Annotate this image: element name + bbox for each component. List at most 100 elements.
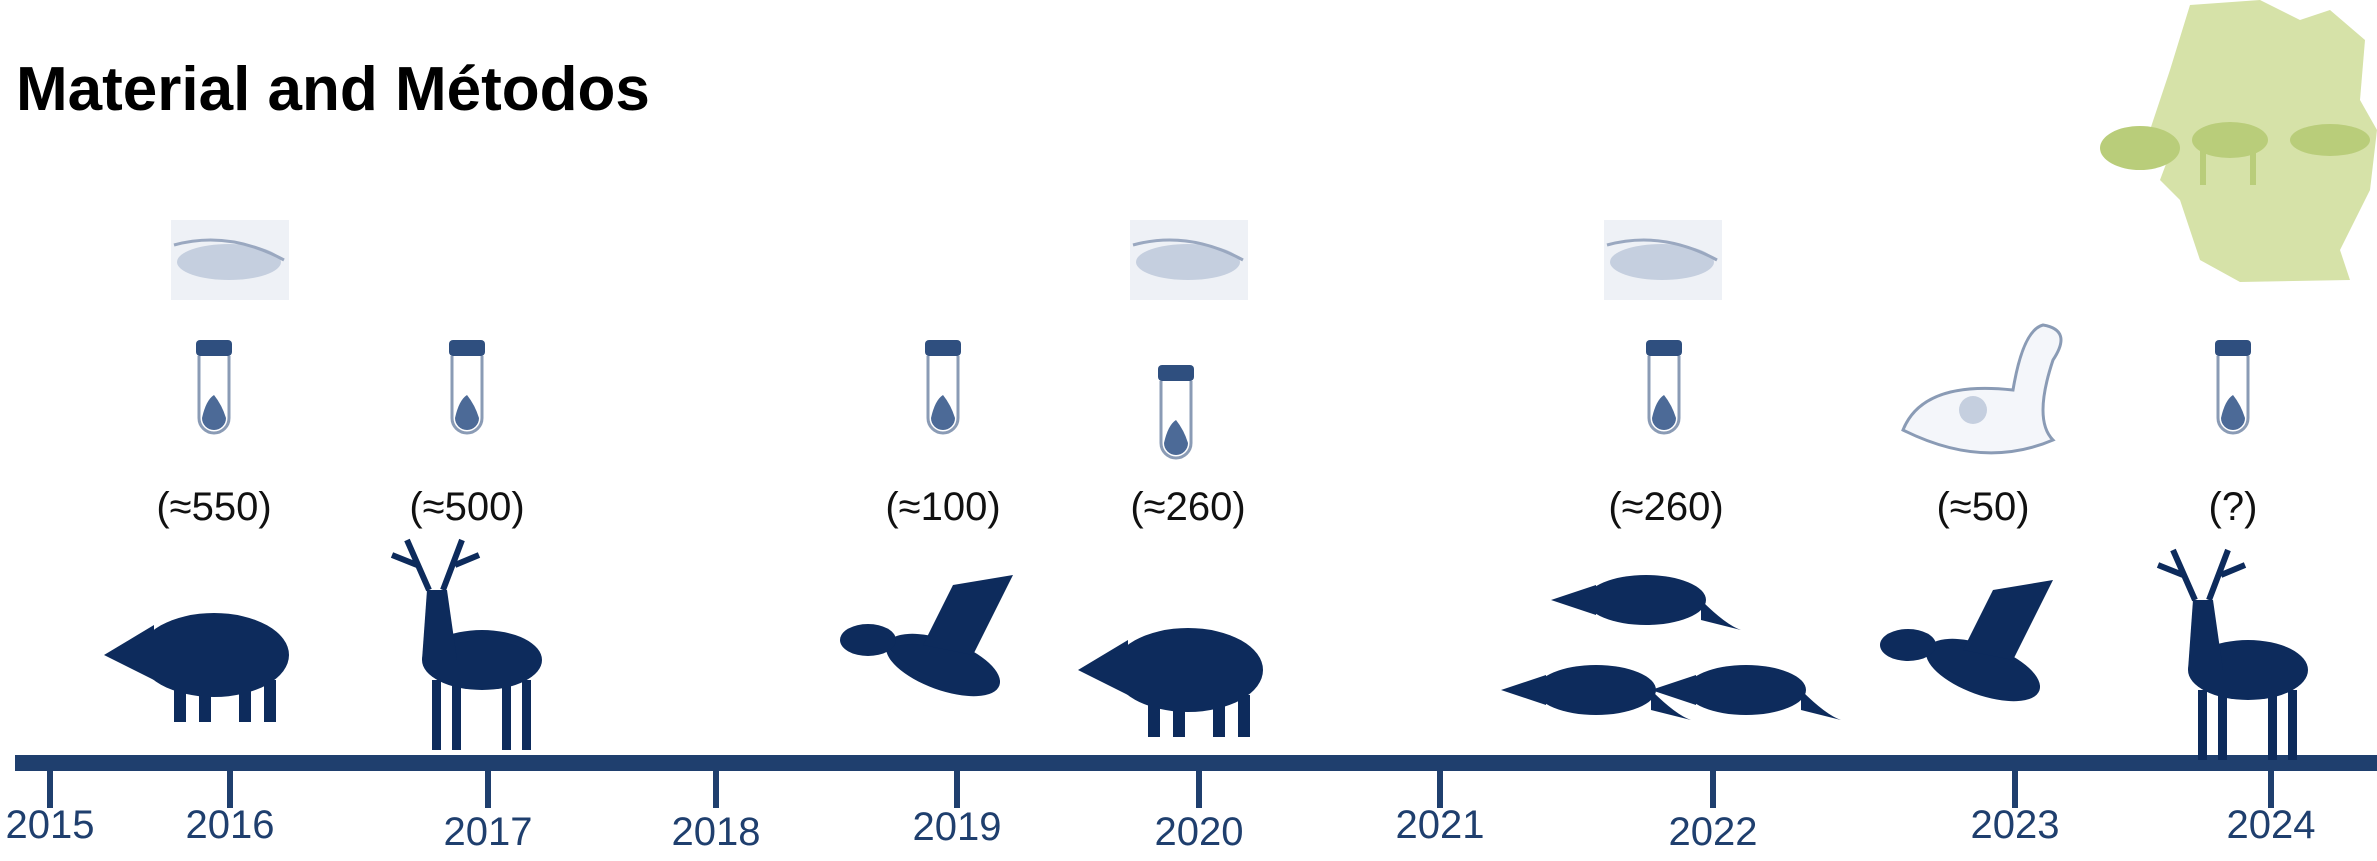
sample-count: (≈260) xyxy=(1130,485,1245,529)
tube-cap xyxy=(2215,340,2251,356)
sample-tube xyxy=(925,340,961,435)
sample-tube xyxy=(2215,340,2251,435)
tube-cap xyxy=(449,340,485,356)
deer-neck xyxy=(2188,600,2223,670)
year-tick xyxy=(1710,763,1716,808)
tube-cap xyxy=(1158,365,1194,381)
deer-leg xyxy=(452,680,461,750)
raccoon-icon xyxy=(1651,665,1841,720)
duck-head xyxy=(840,624,896,656)
anatomy-sketch xyxy=(1130,220,1248,300)
sample-tube xyxy=(196,340,232,435)
deer-antlers xyxy=(2156,548,2247,602)
boar-icon xyxy=(104,613,289,722)
slide-title: Material and Métodos xyxy=(16,55,650,124)
year-tick xyxy=(713,763,719,808)
badger-icon-head xyxy=(1551,585,1596,615)
duck-icon xyxy=(840,575,1013,697)
year-label: 2021 xyxy=(1396,803,1485,847)
anatomy-sketch xyxy=(171,220,289,300)
deer-leg xyxy=(2288,690,2297,760)
map-animals xyxy=(2100,122,2370,185)
raccoon-icon-body xyxy=(1686,665,1806,715)
sample-count: (≈500) xyxy=(409,485,524,529)
duck-body xyxy=(885,633,1001,697)
year-tick xyxy=(485,763,491,808)
tube-sample xyxy=(1164,420,1188,455)
tube-cap xyxy=(196,340,232,356)
anatomy-sketch xyxy=(1604,220,1722,300)
year-label: 2019 xyxy=(913,805,1002,849)
year-label: 2023 xyxy=(1971,803,2060,847)
deer-leg xyxy=(2268,690,2277,760)
sample-count: (≈260) xyxy=(1608,485,1723,529)
year-label: 2016 xyxy=(186,803,275,847)
sketch-shape xyxy=(1610,244,1714,280)
badger-icon-body xyxy=(1586,575,1706,625)
sample-count: (≈100) xyxy=(885,485,1000,529)
year-tick xyxy=(2012,763,2018,808)
boar-leg xyxy=(1238,695,1250,737)
sample-tube xyxy=(449,340,485,435)
boar-body xyxy=(1113,628,1263,712)
boar-body xyxy=(139,613,289,697)
fox-icon-head xyxy=(1501,675,1546,705)
duck-icon xyxy=(1880,580,2053,702)
raccoon-icon-head xyxy=(1651,675,1696,705)
deer-leg xyxy=(2218,690,2227,760)
tube-cap xyxy=(925,340,961,356)
tube-sample xyxy=(455,395,479,430)
deer-neck xyxy=(422,590,457,660)
year-label: 2024 xyxy=(2227,803,2316,847)
year-label: 2020 xyxy=(1155,810,1244,854)
boar-head xyxy=(104,625,154,680)
deer-antlers xyxy=(390,538,481,592)
boar-leg xyxy=(264,680,276,722)
boar-leg xyxy=(1213,695,1225,737)
duck-anatomy-sketch xyxy=(1901,323,2063,455)
sketch-line xyxy=(1132,238,1244,262)
sketch-shape xyxy=(177,244,281,280)
year-tick xyxy=(954,763,960,808)
tube-sample xyxy=(931,395,955,430)
year-label: 2018 xyxy=(672,810,761,854)
year-tick xyxy=(2268,763,2274,808)
sample-tube xyxy=(1646,340,1682,435)
sketch-organ xyxy=(1959,396,1987,424)
deer-leg xyxy=(432,680,441,750)
raccoon-icon-tail xyxy=(1801,690,1841,720)
boar-head xyxy=(1078,640,1128,695)
sample-count: (≈550) xyxy=(156,485,271,529)
tube-cap xyxy=(1646,340,1682,356)
year-label: 2017 xyxy=(444,810,533,854)
tube-sample xyxy=(1652,395,1676,430)
deer-leg xyxy=(502,680,511,750)
sample-count: (≈50) xyxy=(1936,485,2029,529)
year-tick xyxy=(1196,763,1202,808)
deer-icon xyxy=(390,538,542,750)
sketch-shape xyxy=(1136,244,1240,280)
boar-leg xyxy=(1173,695,1185,737)
sample-count: (?) xyxy=(2209,485,2258,529)
duck-wing xyxy=(923,575,1013,655)
year-tick xyxy=(227,763,233,808)
boar-leg xyxy=(199,680,211,722)
duck-wing xyxy=(1963,580,2053,660)
tube-sample xyxy=(2221,395,2245,430)
badger-icon xyxy=(1551,575,1741,630)
sketch-line xyxy=(173,238,285,262)
badger-icon-tail xyxy=(1701,600,1741,630)
fox-icon-tail xyxy=(1651,690,1691,720)
year-tick xyxy=(47,763,53,808)
boar-leg xyxy=(1148,695,1160,737)
sketch-outline xyxy=(1901,323,2063,455)
fox-icon xyxy=(1501,665,1691,720)
fox-icon-body xyxy=(1536,665,1656,715)
sample-tube xyxy=(1158,365,1194,460)
deer-leg xyxy=(522,680,531,750)
duck-head xyxy=(1880,629,1936,661)
tube-sample xyxy=(202,395,226,430)
duck-body xyxy=(1925,638,2041,702)
deer-icon xyxy=(2156,548,2308,760)
